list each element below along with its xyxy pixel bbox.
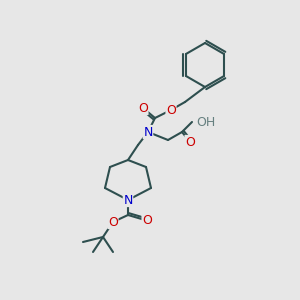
Text: O: O xyxy=(166,103,176,116)
Text: N: N xyxy=(143,125,153,139)
Text: O: O xyxy=(185,136,195,148)
Text: OH: OH xyxy=(196,116,215,128)
Text: N: N xyxy=(123,194,133,206)
Text: O: O xyxy=(108,215,118,229)
Text: O: O xyxy=(142,214,152,226)
Text: O: O xyxy=(138,101,148,115)
